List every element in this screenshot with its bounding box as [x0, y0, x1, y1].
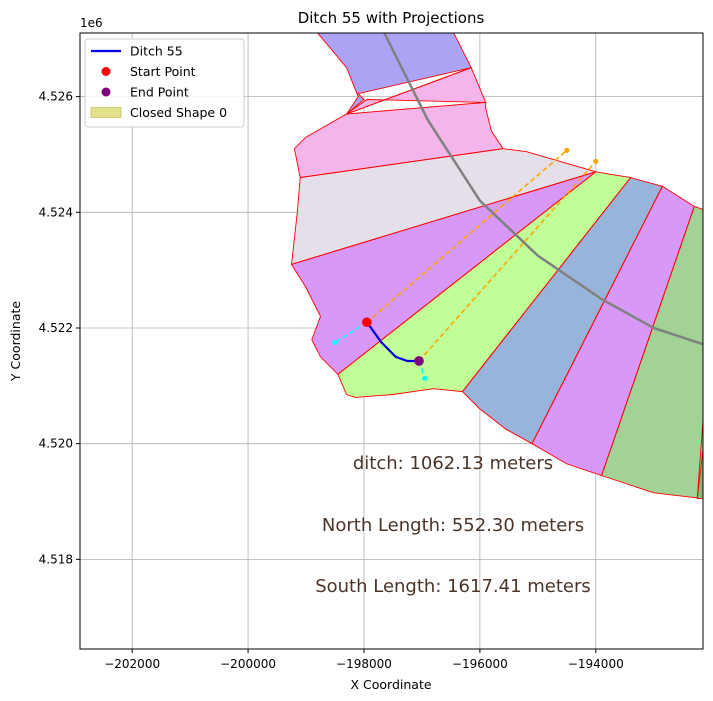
shape-divider-0 — [346, 67, 472, 115]
x-tick-label-3: −196000 — [452, 657, 508, 671]
legend-marker-2 — [101, 87, 111, 97]
shape-divider-5 — [531, 186, 663, 444]
shape-divider-6 — [601, 206, 695, 476]
annotation-north-length: North Length: 552.30 meters — [322, 515, 584, 536]
axis-ticks: −202000 −200000 −198000 −196000 −194000 4.518… — [39, 90, 624, 671]
projection-endpoint-3 — [422, 375, 428, 381]
y-tick-label-2: 4.522 — [39, 321, 73, 335]
end-point — [414, 356, 424, 366]
closed-shape-5 — [337, 171, 632, 398]
shape-divider-1 — [300, 148, 504, 179]
y-offset-label: 1e6 — [80, 16, 103, 30]
plot-frame — [79, 32, 704, 650]
x-tick-label-0: −202000 — [104, 657, 160, 671]
x-tick-label-4: −194000 — [568, 657, 624, 671]
y-tick-label-3: 4.524 — [39, 205, 73, 219]
legend-label-1: Start Point — [130, 64, 196, 79]
legend-box — [84, 38, 245, 128]
shape-divider-2 — [291, 171, 596, 265]
closed-shape-0 — [317, 33, 472, 115]
legend-marker-1 — [101, 67, 111, 76]
projection-line-0 — [366, 149, 568, 323]
y-axis-label: Y Coordinate — [8, 301, 23, 382]
x-tick-label-2: −198000 — [336, 657, 392, 671]
annotation-ditch-length: ditch: 1062.13 meters — [353, 453, 553, 474]
legend-label-2: End Point — [130, 85, 189, 100]
x-axis-label: X Coordinate — [350, 677, 431, 692]
annotation-south-length: South Length: 1617.41 meters — [315, 576, 591, 597]
projection-line-2 — [334, 321, 368, 344]
shape-divider-4 — [462, 177, 631, 392]
centerline-arc — [383, 33, 703, 346]
y-tick-label-4: 4.526 — [39, 90, 73, 104]
ditch-line — [366, 321, 419, 363]
projection-endpoint-1 — [593, 158, 599, 165]
closed-shapes — [290, 33, 703, 500]
y-tick-label-1: 4.520 — [39, 437, 73, 451]
shape-divider-7 — [696, 420, 703, 499]
plot-lines — [291, 33, 703, 499]
chart-title: Ditch 55 with Projections — [298, 9, 485, 27]
x-tick-label-1: −200000 — [220, 657, 276, 671]
legend-marker-3 — [90, 107, 122, 118]
legend-label-3: Closed Shape 0 — [130, 105, 227, 120]
annotations: ditch: 1062.13 meters North Length: 552.… — [315, 453, 591, 597]
closed-shape-9 — [696, 449, 703, 500]
projection-endpoint-0 — [564, 147, 570, 154]
legend-label-0: Ditch 55 — [130, 44, 183, 59]
y-tick-label-0: 4.518 — [39, 552, 73, 566]
projection-line-1 — [418, 160, 597, 362]
legend: Ditch 55 Start Point End Point Closed Shape… — [84, 38, 245, 128]
start-point — [362, 317, 372, 328]
projection-endpoint-2 — [332, 339, 338, 346]
